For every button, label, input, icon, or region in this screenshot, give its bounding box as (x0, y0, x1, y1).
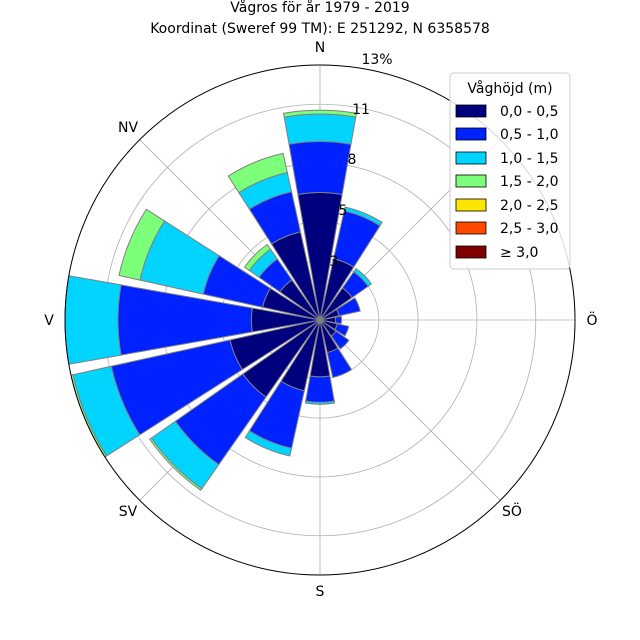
legend-label: 0,5 - 1,0 (500, 127, 558, 143)
rose-bar-segment (336, 297, 361, 317)
legend-swatch (455, 127, 487, 141)
legend: Våghöjd (m) 0,0 - 0,5 0,5 - 1,0 1,0 - 1,… (449, 72, 571, 270)
rose-bar-segment (343, 206, 383, 227)
radial-tick-3: 3 (330, 254, 339, 270)
chart-title: Vågros för år 1979 - 2019 (230, 0, 409, 16)
legend-items: 0,0 - 0,5 0,5 - 1,0 1,0 - 1,5 1,5 - 2,0 … (455, 104, 558, 261)
rose-bar-segment (283, 109, 357, 118)
rose-bar-segment (149, 437, 203, 491)
legend-label: ≥ 3,0 (500, 245, 538, 261)
legend-label: 2,5 - 3,0 (500, 221, 558, 237)
direction-label-n: N (315, 40, 325, 56)
rose-bar-segment (283, 113, 357, 145)
radial-tick-labels: 3 5 8 11 13% (330, 52, 393, 270)
direction-label-so: SÖ (502, 502, 522, 520)
direction-label-s: S (316, 584, 325, 600)
radial-tick-5: 5 (339, 203, 348, 219)
radial-tick-11: 11 (352, 102, 370, 118)
radial-tick-13: 13% (361, 52, 392, 68)
rose-bar-segment (326, 347, 353, 378)
direction-labels: N Ö SÖ S SV V NV (44, 40, 597, 600)
rose-bar-segment (64, 275, 122, 365)
direction-label-sv: SV (119, 504, 138, 520)
legend-swatch (455, 104, 487, 118)
grid-spoke (319, 319, 501, 501)
rose-bar-segment (118, 208, 165, 281)
rose-bar-segment (288, 141, 352, 195)
legend-swatch (455, 198, 487, 212)
rose-bar-segment (353, 268, 372, 287)
direction-label-o: Ö (586, 311, 597, 329)
rose-bars (64, 109, 383, 491)
rose-bar-segment (334, 323, 350, 337)
rose-bar-segment (330, 330, 350, 350)
direction-label-v: V (44, 313, 54, 329)
rose-bar-segment (304, 400, 336, 405)
chart-subtitle: Koordinat (Sweref 99 TM): E 251292, N 63… (150, 21, 490, 37)
rose-bar-segment (334, 315, 343, 325)
radial-tick-8: 8 (348, 152, 357, 168)
rose-bar-segment (305, 375, 335, 403)
rose-bar-segment (227, 152, 288, 194)
legend-label: 1,5 - 2,0 (500, 174, 558, 190)
polar-frame (64, 64, 576, 576)
legend-label: 2,0 - 2,5 (500, 198, 558, 214)
legend-title: Våghöjd (m) (467, 80, 552, 97)
legend-label: 1,0 - 1,5 (500, 151, 558, 167)
direction-label-nv: NV (118, 120, 138, 136)
legend-swatch (455, 245, 487, 259)
legend-swatch (455, 151, 487, 165)
legend-box (449, 72, 571, 270)
legend-label: 0,0 - 0,5 (500, 104, 558, 120)
legend-swatch (455, 174, 487, 188)
rose-bar-segment (243, 243, 271, 271)
rose-bar-segment (244, 430, 293, 457)
legend-swatch (455, 221, 487, 235)
